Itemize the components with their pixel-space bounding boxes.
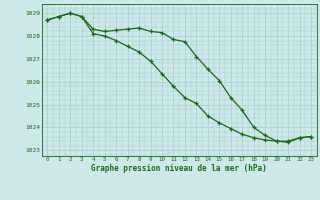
X-axis label: Graphe pression niveau de la mer (hPa): Graphe pression niveau de la mer (hPa) <box>91 164 267 173</box>
